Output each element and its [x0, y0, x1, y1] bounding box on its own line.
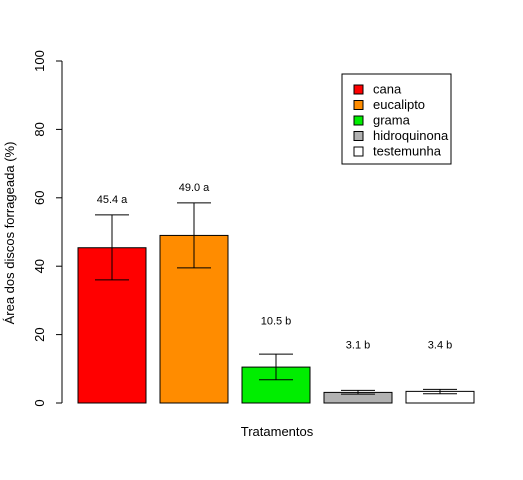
- legend-swatch-grama: [353, 115, 364, 126]
- x-axis-title: Tratamentos: [241, 424, 314, 439]
- data-label-cana: 45.4 a: [97, 194, 128, 206]
- legend-label-hidroquinona: hidroquinona: [373, 128, 449, 143]
- data-label-eucalipto: 49.0 a: [179, 182, 210, 194]
- y-axis: 0 20 40 60 80 100: [32, 50, 63, 407]
- legend-swatch-eucalipto: [353, 100, 364, 110]
- legend-label-eucalipto: eucalipto: [373, 97, 425, 112]
- legend-label-cana: cana: [373, 82, 402, 97]
- legend-label-testemunha: testemunha: [373, 144, 442, 159]
- legend-label-grama: grama: [373, 113, 411, 128]
- y-tick-label: 0: [32, 399, 47, 406]
- legend-swatch-cana: [353, 84, 364, 95]
- legend-swatch-hidroquinona: [353, 131, 364, 141]
- data-label-testemunha: 3.4 b: [428, 339, 452, 351]
- data-label-hidroquinona: 3.1 b: [346, 339, 370, 351]
- data-labels: 45.4 a 49.0 a 10.5 b 3.1 b 3.4 b: [97, 182, 453, 351]
- y-tick-label: 20: [32, 327, 47, 341]
- y-tick-label: 80: [32, 122, 47, 136]
- y-axis-title: Área dos discos forrageada (%): [2, 142, 17, 325]
- y-tick-label: 100: [32, 50, 47, 72]
- data-label-grama: 10.5 b: [261, 315, 292, 327]
- error-bars: [95, 202, 457, 395]
- legend-swatch-testemunha: [353, 146, 364, 157]
- y-tick-label: 60: [32, 191, 47, 205]
- y-tick-label: 40: [32, 259, 47, 273]
